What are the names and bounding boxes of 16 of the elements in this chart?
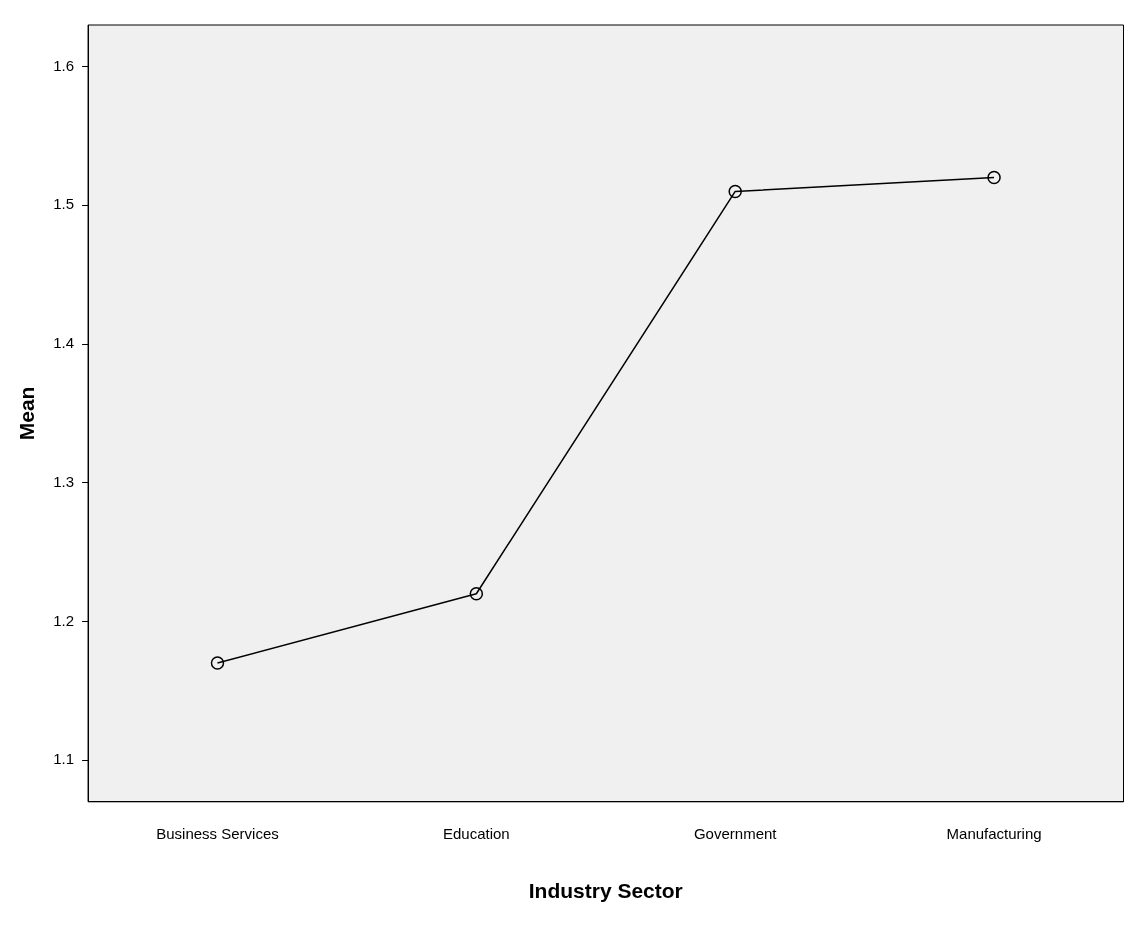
y-tick-label: 1.6 (53, 56, 75, 74)
y-tick-label: 1.1 (53, 750, 75, 768)
point (469, 586, 484, 601)
point (987, 170, 1001, 185)
y-tick-label: 1.4 (53, 334, 75, 352)
y-tick-label: 1.2 (53, 611, 75, 629)
x-tick-label: Manufacturing (946, 824, 1042, 842)
point (728, 184, 742, 199)
y-tick-label: 1.3 (53, 472, 75, 490)
y-tick-label: 1.5 (53, 195, 75, 213)
x-axis-title: Industry Sector (528, 879, 683, 903)
x-tick-label: Business Services (156, 824, 279, 842)
point (210, 656, 225, 670)
x-tick-label: Education (442, 824, 510, 842)
y-axis-title: Mean (15, 386, 39, 441)
x-tick-label: Government (693, 824, 778, 842)
